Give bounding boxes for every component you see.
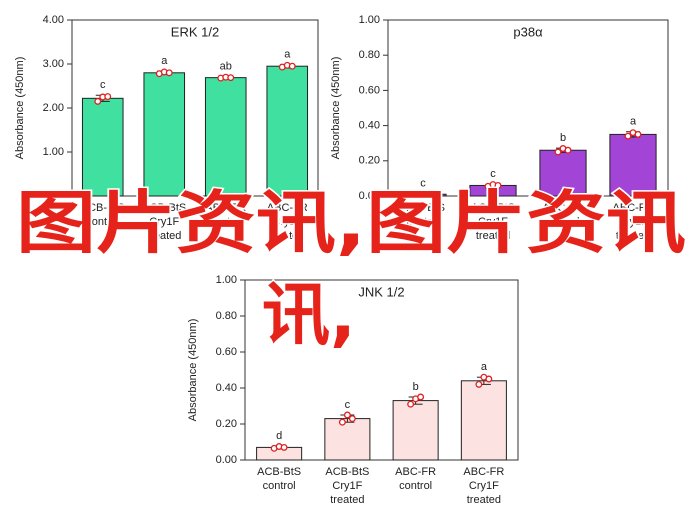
x-tick-label: control bbox=[406, 216, 439, 228]
replicate-point bbox=[634, 130, 642, 138]
x-tick-label: ABC-FR bbox=[463, 466, 504, 478]
bar bbox=[204, 77, 247, 197]
replicate-point bbox=[624, 132, 632, 140]
y-axis-label: Absorbance (450nm) bbox=[14, 57, 26, 160]
significance-letter: c bbox=[420, 177, 426, 189]
significance-letter: a bbox=[161, 55, 168, 67]
significance-letter: c bbox=[100, 79, 106, 91]
x-tick-label: Cry1F bbox=[469, 480, 499, 492]
y-tick-label: 0.80 bbox=[359, 49, 380, 61]
replicate-point bbox=[288, 62, 296, 70]
bar bbox=[324, 418, 371, 461]
x-tick-label: control bbox=[263, 480, 296, 492]
x-tick-label: Cry1F bbox=[618, 216, 648, 228]
x-tick-label: ABC-FR bbox=[205, 202, 246, 214]
panel-title: ERK 1/2 bbox=[171, 24, 219, 39]
y-axis-label: Absorbance (450nm) bbox=[187, 319, 199, 422]
x-tick-label: ACB-BtS bbox=[81, 202, 125, 214]
replicate-point bbox=[564, 146, 572, 154]
y-tick-label: 0.40 bbox=[216, 382, 237, 394]
replicate-point bbox=[104, 93, 112, 101]
y-tick-label: 0.80 bbox=[216, 310, 237, 322]
x-tick-label: treated bbox=[467, 494, 501, 506]
bar bbox=[143, 72, 186, 197]
y-tick-label: 0.00 bbox=[359, 190, 380, 202]
x-tick-label: treated bbox=[476, 230, 510, 242]
y-tick-label: 0.00 bbox=[216, 454, 237, 466]
replicate-point bbox=[494, 181, 502, 189]
y-tick-label: 1.00 bbox=[43, 146, 64, 158]
x-tick-label: Cry1F bbox=[149, 216, 179, 228]
x-tick-label: ACB-BtS bbox=[257, 466, 301, 478]
plot-frame bbox=[387, 19, 669, 197]
bar bbox=[392, 400, 439, 461]
significance-letter: c bbox=[345, 399, 351, 411]
x-tick-label: ACB-BtS bbox=[142, 202, 186, 214]
replicate-point bbox=[227, 74, 235, 82]
x-tick-label: ABC-FR bbox=[267, 202, 308, 214]
replicate-point bbox=[280, 443, 288, 451]
x-tick-label: control bbox=[86, 216, 119, 228]
x-tick-label: Cry1F bbox=[332, 480, 362, 492]
significance-letter: b bbox=[413, 381, 419, 393]
replicate-point bbox=[554, 148, 562, 156]
x-tick-label: Cry1F bbox=[478, 216, 508, 228]
replicate-point bbox=[338, 418, 346, 426]
significance-letter: ab bbox=[220, 61, 232, 73]
x-tick-label: ACB-BtS bbox=[401, 202, 445, 214]
replicate-point bbox=[417, 393, 425, 401]
y-tick-label: 1.00 bbox=[216, 274, 237, 286]
bar bbox=[460, 380, 507, 461]
panel-title: p38α bbox=[513, 24, 543, 39]
x-tick-label: treated bbox=[270, 230, 304, 242]
bar bbox=[266, 65, 309, 197]
x-tick-label: ABC-FR bbox=[543, 202, 584, 214]
x-tick-label: control bbox=[399, 480, 432, 492]
y-tick-label: 0.40 bbox=[359, 120, 380, 132]
x-tick-label: treated bbox=[616, 230, 650, 242]
replicate-point bbox=[348, 415, 356, 423]
x-tick-label: treated bbox=[147, 230, 181, 242]
y-tick-label: 0.60 bbox=[359, 84, 380, 96]
replicate-point bbox=[94, 97, 102, 105]
significance-letter: a bbox=[630, 116, 637, 128]
y-tick-label: 0.20 bbox=[216, 418, 237, 430]
panel-title: JNK 1/2 bbox=[358, 284, 404, 299]
y-tick-label: 2.00 bbox=[43, 102, 64, 114]
y-tick-label: 3.00 bbox=[43, 58, 64, 70]
x-tick-label: ACB-BtS bbox=[471, 202, 515, 214]
y-tick-label: 0.20 bbox=[359, 155, 380, 167]
significance-letter: a bbox=[284, 48, 291, 60]
x-tick-label: control bbox=[546, 216, 579, 228]
replicate-point bbox=[407, 400, 415, 408]
y-axis-label: Absorbance (450nm) bbox=[330, 57, 342, 160]
significance-letter: c bbox=[490, 168, 496, 180]
replicate-point bbox=[475, 380, 483, 388]
plot-frame bbox=[244, 279, 519, 461]
replicate-point bbox=[485, 375, 493, 383]
x-tick-label: Cry1F bbox=[272, 216, 302, 228]
y-tick-label: 1.00 bbox=[359, 14, 380, 26]
x-tick-label: control bbox=[209, 216, 242, 228]
x-tick-label: treated bbox=[330, 494, 364, 506]
x-tick-label: ABC-FR bbox=[613, 202, 654, 214]
x-tick-label: ABC-FR bbox=[395, 466, 436, 478]
y-tick-label: 4.00 bbox=[43, 14, 64, 26]
replicate-point bbox=[424, 190, 432, 198]
significance-letter: d bbox=[276, 430, 282, 442]
replicate-point bbox=[165, 69, 173, 77]
x-tick-label: ACB-BtS bbox=[325, 466, 369, 478]
significance-letter: a bbox=[481, 361, 488, 373]
y-tick-label: 0.00 bbox=[43, 190, 64, 202]
watermark-text: 讯, bbox=[262, 277, 356, 356]
watermark-text: 图片资讯,图片资讯 bbox=[16, 185, 686, 264]
bar bbox=[539, 149, 587, 197]
y-tick-label: 0.60 bbox=[216, 346, 237, 358]
significance-letter: b bbox=[560, 132, 566, 144]
bar bbox=[81, 97, 124, 197]
replicate-point bbox=[343, 411, 351, 419]
